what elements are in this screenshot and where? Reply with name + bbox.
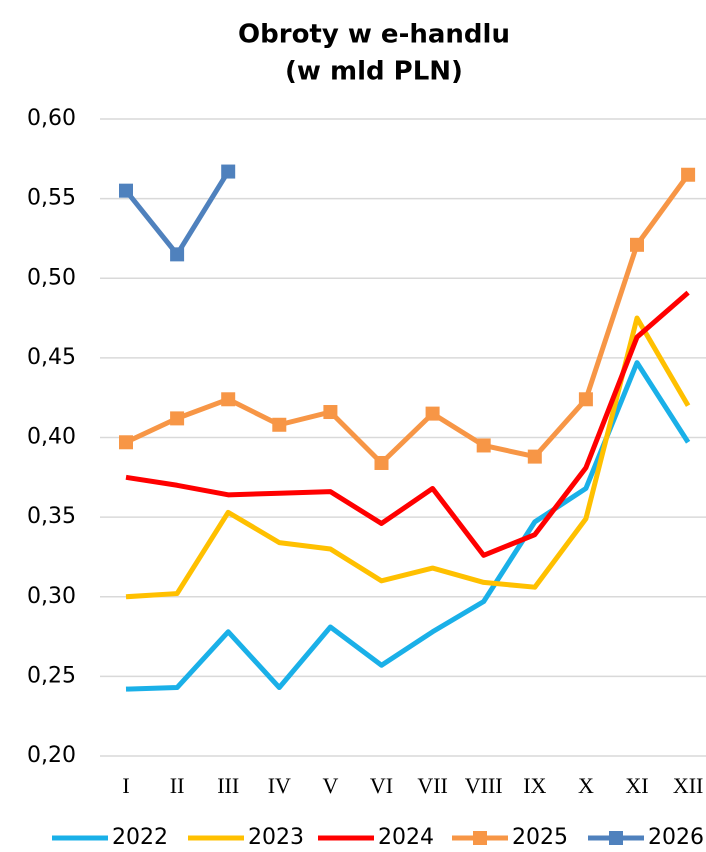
legend-label: 2023 [248,825,304,850]
x-tick-label: IX [523,773,546,798]
series-line [125,360,691,692]
series-line [124,173,691,466]
point-marker [221,392,236,407]
legend-label: 2024 [378,825,434,850]
legend-label: 2022 [112,825,168,850]
x-tick-label: II [170,773,185,798]
y-tick-label: 0,50 [27,265,76,290]
x-tick-label: I [122,773,129,798]
point-marker [425,406,440,421]
x-tick-label: IV [268,773,291,798]
point-marker [476,438,491,453]
series-line [124,170,231,257]
x-tick-label: X [578,773,594,798]
y-tick-label: 0,20 [27,743,76,768]
chart-title: Obroty w e-handlu [238,20,510,50]
legend-label: 2026 [648,825,704,850]
x-tick-label: VII [417,773,448,798]
x-tick-label: XII [673,773,704,798]
x-tick-label: V [322,773,338,798]
y-tick-label: 0,45 [27,345,76,370]
x-tick-label: XI [625,773,648,798]
y-tick-label: 0,60 [27,106,76,131]
x-tick-label: VIII [465,773,503,798]
y-tick-label: 0,40 [27,425,76,450]
series-line [125,290,690,558]
point-marker [272,417,287,432]
y-tick-label: 0,25 [27,663,76,688]
point-marker [527,449,542,464]
point-marker [170,247,185,262]
point-marker [323,405,338,420]
y-tick-label: 0,30 [27,584,76,609]
point-marker [578,392,593,407]
legend-marker [473,831,487,845]
legend-marker [609,831,623,845]
point-marker [119,183,133,198]
point-marker [119,435,133,450]
point-marker [221,164,236,179]
chart-subtitle: (w mld PLN) [285,57,463,87]
x-tick-label: III [217,773,239,798]
legend-label: 2025 [512,825,568,850]
y-tick-label: 0,55 [27,186,76,211]
point-marker [374,455,389,470]
series-line [125,315,691,600]
point-marker [170,411,185,426]
point-marker [630,237,644,252]
x-tick-label: VI [370,773,393,798]
point-marker [681,167,696,182]
y-tick-label: 0,35 [27,504,76,529]
